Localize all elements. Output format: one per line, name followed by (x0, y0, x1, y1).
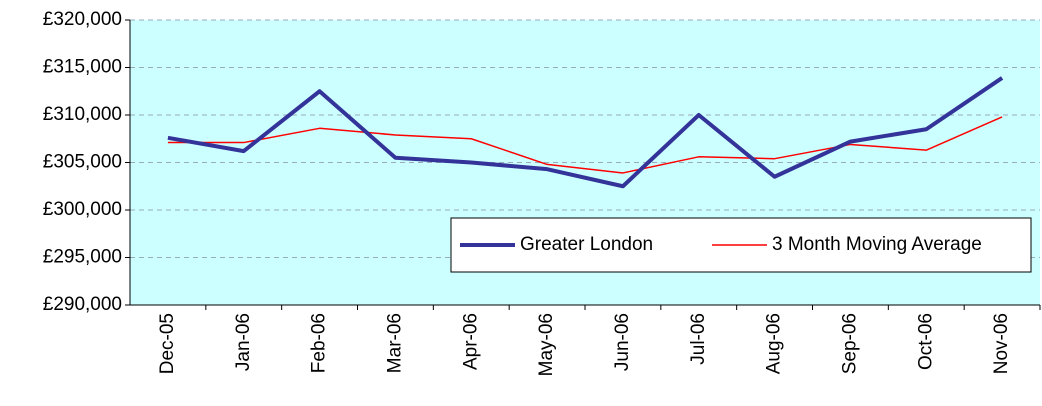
x-tick-label: Jul-06 (688, 313, 709, 365)
legend-label: 3 Month Moving Average (772, 234, 982, 255)
y-tick-label: £315,000 (43, 57, 122, 78)
x-tick-label: May-06 (536, 313, 557, 376)
x-tick-label: Apr-06 (460, 313, 481, 370)
x-tick-label: Feb-06 (309, 313, 330, 373)
y-tick-label: £300,000 (43, 199, 122, 220)
x-tick-label: Dec-05 (157, 313, 178, 374)
y-tick-label: £305,000 (43, 152, 122, 173)
x-tick-label: Nov-06 (991, 313, 1012, 374)
y-tick-label: £310,000 (43, 104, 122, 125)
legend-label: Greater London (520, 234, 653, 255)
x-tick-label: Aug-06 (764, 313, 785, 374)
x-tick-label: Jun-06 (612, 313, 633, 371)
y-tick-label: £290,000 (43, 294, 122, 315)
x-tick-label: Jan-06 (233, 313, 254, 371)
series-line (167, 116, 1003, 174)
y-tick-label: £320,000 (43, 9, 122, 30)
y-tick-label: £295,000 (43, 247, 122, 268)
series-line (167, 76, 1004, 189)
x-tick-label: Sep-06 (839, 313, 860, 374)
x-tick-label: Mar-06 (384, 313, 405, 373)
x-tick-label: Oct-06 (915, 313, 936, 370)
